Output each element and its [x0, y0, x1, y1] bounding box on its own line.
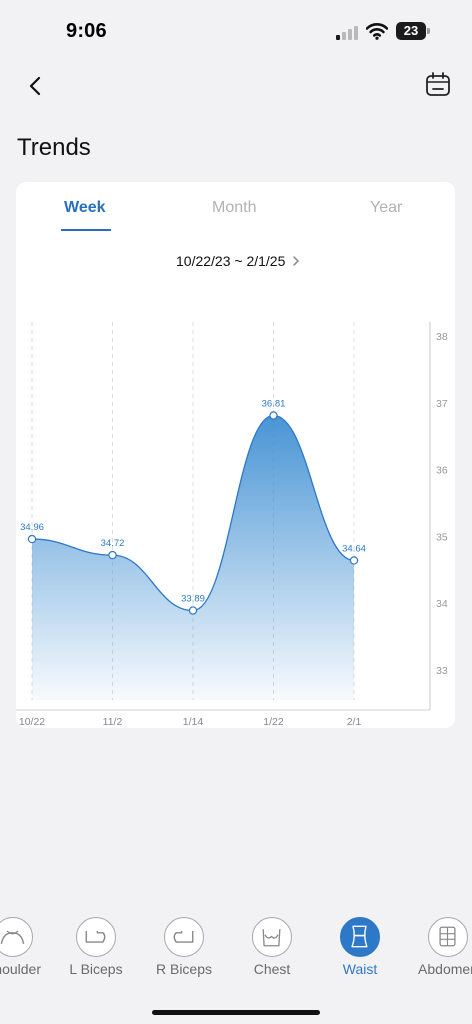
status-bar: 9:06 23 — [0, 0, 472, 60]
trend-area — [32, 415, 354, 700]
left-biceps-icon — [76, 917, 116, 957]
body-part-abdomen[interactable]: Abdomen — [408, 917, 472, 987]
waist-icon — [340, 917, 380, 957]
abdomen-icon — [428, 917, 468, 957]
cellular-signal-icon — [336, 26, 360, 40]
x-tick-label: 10/22 — [19, 716, 45, 728]
calendar-button[interactable] — [424, 70, 452, 98]
body-part-label: R Biceps — [155, 961, 213, 977]
battery-cap — [427, 28, 430, 34]
trends-card: Week Month Year 10/22/23 ~ 2/1/25 34.96 3… — [16, 182, 455, 728]
waist-trend-chart: 34.96 34.72 33.89 36.81 34.64 10/22 11/2 1/14 1/… — [16, 322, 448, 728]
data-point — [188, 606, 198, 615]
date-range-selector[interactable]: 10/22/23 ~ 2/1/25 — [176, 250, 301, 272]
chest-icon — [252, 917, 292, 957]
wifi-icon — [366, 23, 388, 40]
data-point — [108, 550, 117, 560]
y-tick-label: 33 — [436, 665, 448, 677]
body-part-label: Chest — [253, 961, 291, 977]
x-tick-label: 1/14 — [183, 716, 204, 728]
battery-indicator: 23 — [396, 22, 426, 40]
x-tick-label: 11/2 — [103, 716, 123, 728]
shoulder-icon — [0, 917, 33, 957]
body-part-right-biceps[interactable]: R Biceps — [144, 917, 224, 987]
page-title: Trends — [17, 134, 91, 161]
right-biceps-icon — [164, 917, 204, 957]
body-part-label: Shoulder — [0, 961, 42, 977]
body-part-label: L Biceps — [69, 961, 123, 977]
data-label: 36.81 — [262, 398, 286, 409]
y-tick-label: 38 — [436, 331, 448, 343]
tab-month[interactable]: Month — [212, 199, 257, 216]
data-point — [269, 411, 278, 420]
body-part-waist[interactable]: Waist — [320, 917, 400, 987]
calendar-icon — [426, 72, 450, 96]
date-range-label: 10/22/23 ~ 2/1/25 — [176, 253, 286, 269]
y-tick-label: 35 — [436, 531, 448, 543]
x-tick-label: 2/1 — [347, 716, 362, 728]
body-part-chest[interactable]: Chest — [232, 917, 312, 987]
data-label: 34.64 — [342, 543, 366, 554]
data-point — [349, 556, 359, 565]
data-label: 34.72 — [101, 538, 125, 549]
chevron-left-icon — [29, 76, 41, 96]
y-tick-label: 36 — [436, 465, 448, 477]
tab-week[interactable]: Week — [64, 199, 106, 216]
body-part-left-biceps[interactable]: L Biceps — [56, 917, 136, 987]
status-time: 9:06 — [66, 20, 107, 42]
data-label: 34.96 — [20, 522, 44, 533]
data-label: 33.89 — [181, 594, 205, 605]
active-tab-indicator — [61, 229, 111, 231]
tab-year[interactable]: Year — [370, 199, 403, 216]
data-point — [27, 534, 37, 544]
x-tick-label: 1/22 — [263, 716, 284, 728]
y-tick-label: 37 — [436, 398, 448, 410]
back-button[interactable] — [22, 72, 50, 100]
y-tick-label: 34 — [436, 598, 448, 610]
body-part-label: Waist — [342, 961, 378, 977]
body-part-selector: Shoulder L Biceps R Biceps Chest Waist A… — [0, 910, 472, 1024]
chevron-right-icon — [293, 256, 300, 266]
home-indicator — [152, 1010, 320, 1015]
trend-line — [31, 414, 355, 612]
body-part-label: Abdomen — [418, 961, 472, 977]
body-part-shoulder[interactable]: Shoulder — [0, 917, 53, 987]
